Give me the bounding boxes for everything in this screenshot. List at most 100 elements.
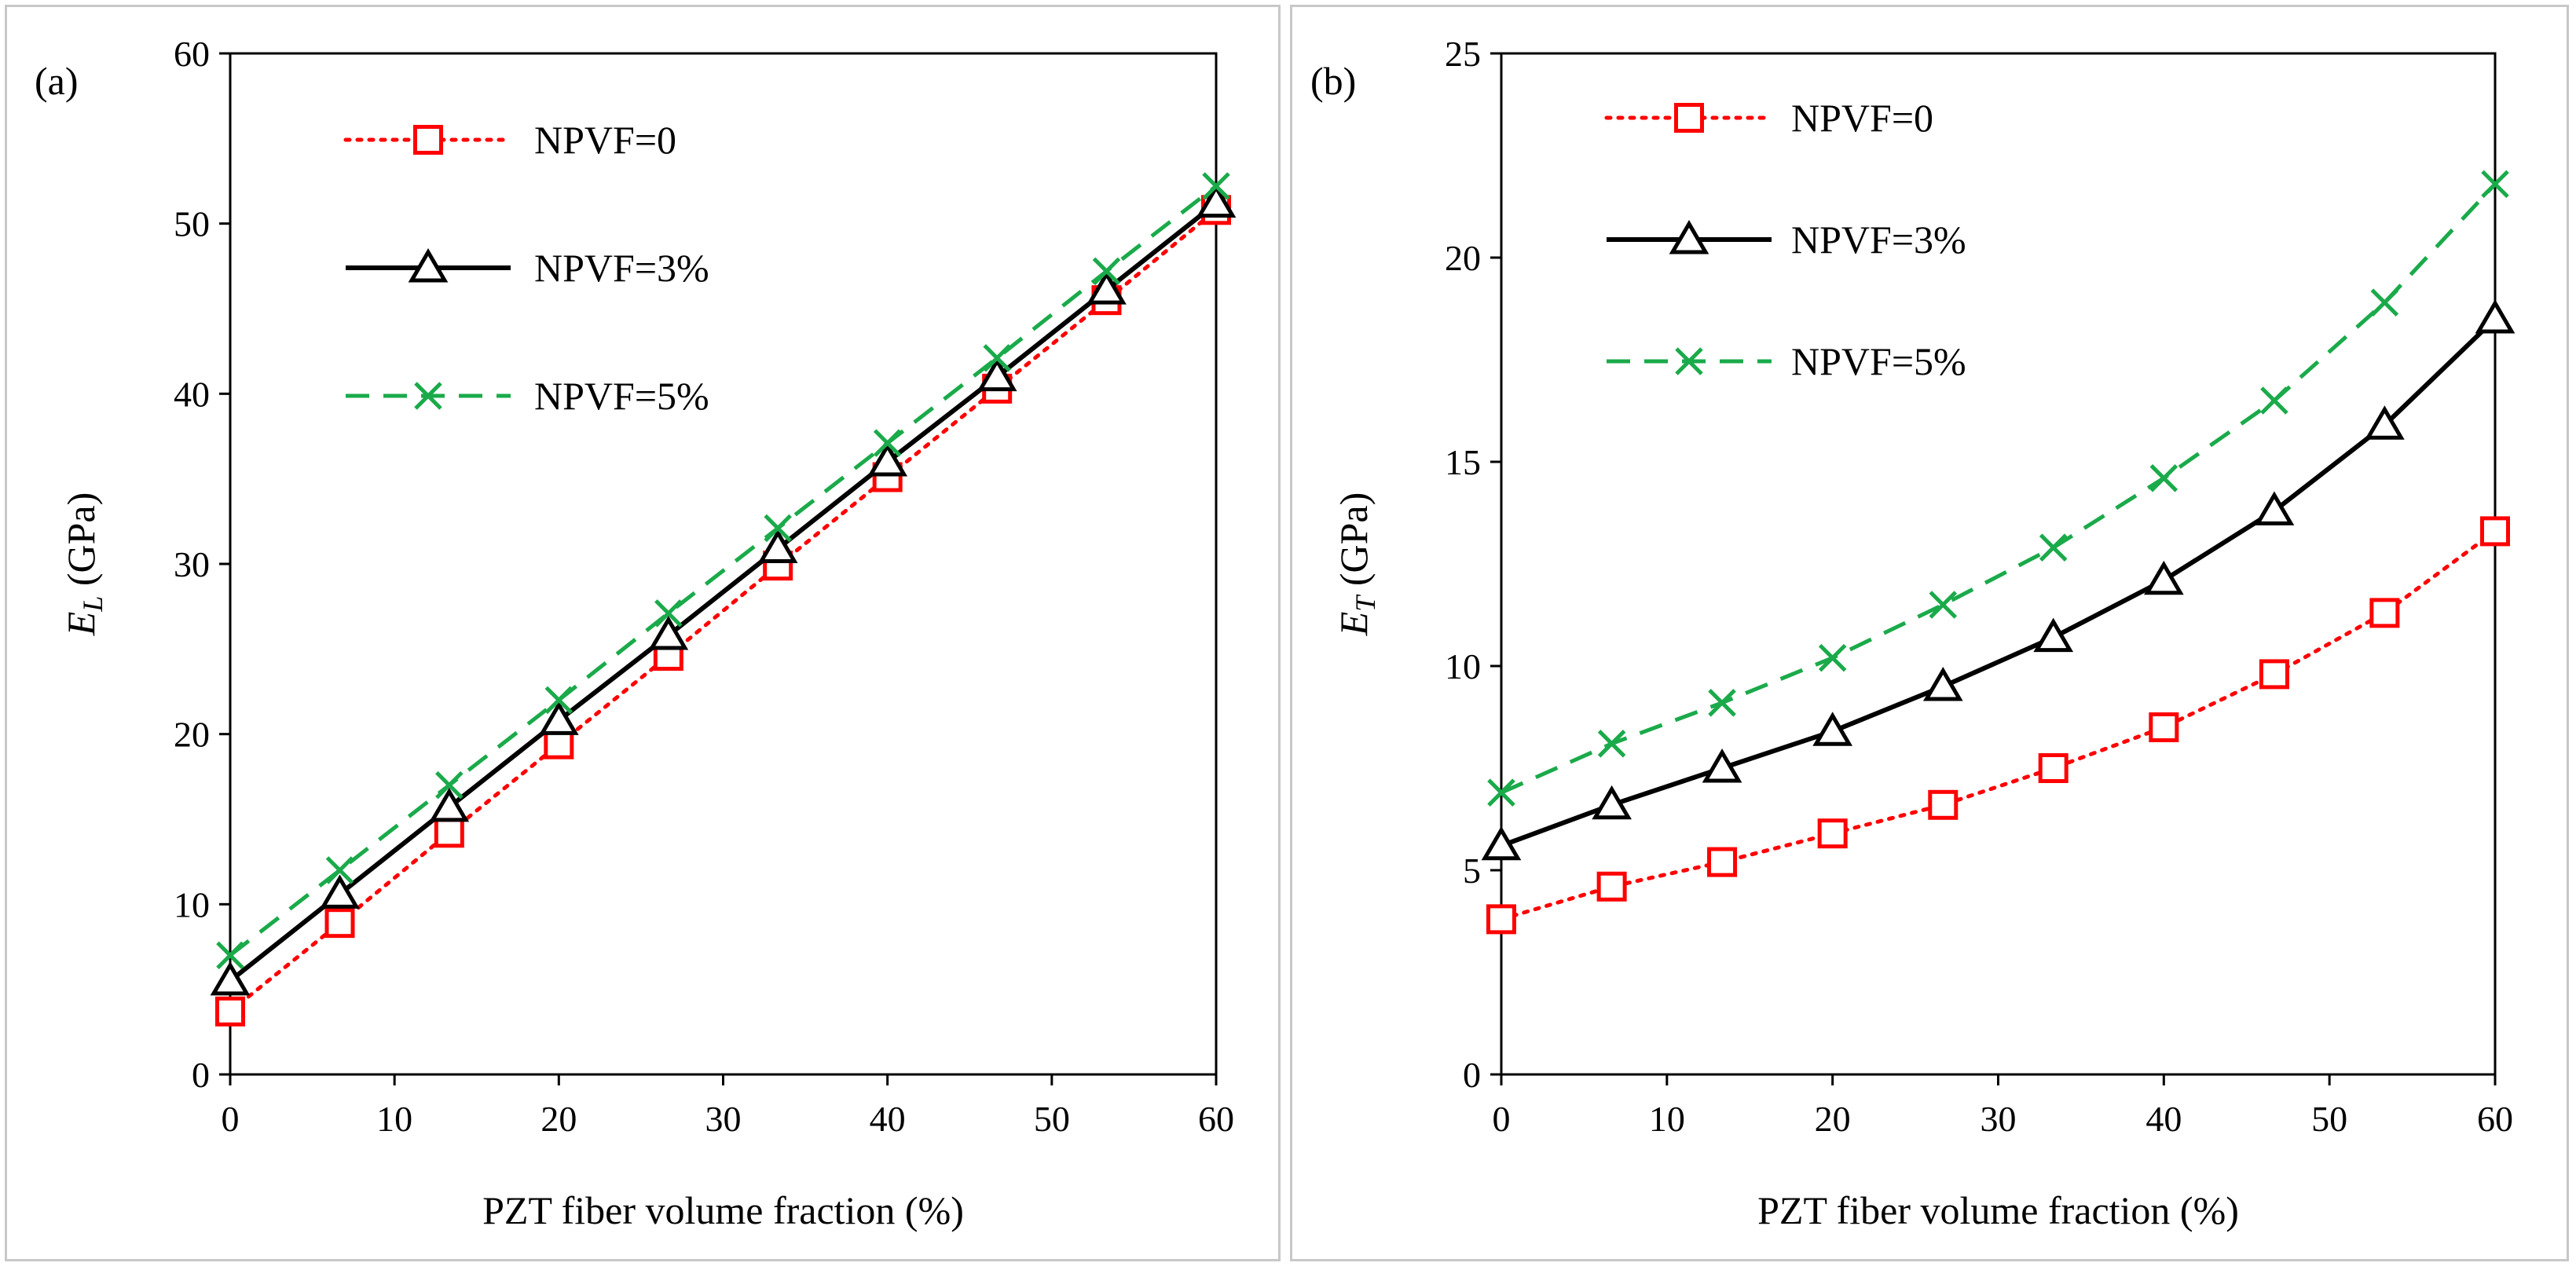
- panel-b-frame: [1290, 5, 2569, 1261]
- panel-b-series-0-point-5: [2038, 753, 2068, 783]
- panel-a-series-1-point-0: [210, 961, 251, 996]
- panel-a-x-tick-label-3: 30: [705, 1099, 742, 1139]
- panel-b-legend-marker-2-stroke-2: [1675, 347, 1703, 375]
- panel-a-x-tick-label-4: 40: [870, 1099, 906, 1139]
- panel-b-legend-label-1: NPVF=3%: [1791, 218, 1966, 262]
- panel-b-series-2-point-6: [2149, 464, 2178, 492]
- panel-b-series-2-point-0: [1487, 778, 1515, 807]
- panel-a-legend-marker-2-stroke-2: [414, 382, 442, 410]
- panel-b-series-1-point-0: [1481, 825, 1522, 861]
- panel-b-legend-marker-0: [1674, 103, 1704, 133]
- panel-a-series-0-line: [228, 207, 1218, 1014]
- panel-b-x-tick-label-1: 10: [1649, 1099, 1685, 1139]
- panel-a: 0 10 20 30 40 50 60 0 10 20 30 40 50 60 PZT fiber volu…: [35, 34, 1237, 1232]
- panel-a-series-2-point-6-stroke-2: [873, 429, 902, 457]
- panel-b-x-tick-label-3: 30: [1981, 1099, 2017, 1139]
- panel-b-series-0-point-4: [1928, 789, 1959, 820]
- panel-a-x-axis-title: PZT fiber volume fraction (%): [482, 1188, 964, 1232]
- panel-b-series-2-point-7-stroke-2: [2260, 386, 2288, 415]
- panel-b-series-1-line: [1500, 317, 2497, 848]
- panel-b-series-1-point-7: [2254, 491, 2295, 525]
- panel-b-x-axis-title: PZT fiber volume fraction (%): [1757, 1188, 2239, 1232]
- panel-b-x-tick-label-0: 0: [1493, 1099, 1511, 1139]
- panel-b-series-0: [1486, 516, 2510, 935]
- panel-b-series-0-line: [1499, 529, 2497, 921]
- panel-a-legend-marker-2: [414, 382, 442, 410]
- panel-a-series-2-line: [229, 185, 1218, 957]
- panel-a-y-tick-label-2: 20: [174, 715, 210, 755]
- panel-a-series-2-point-1: [325, 856, 354, 884]
- panel-b-series-2-point-5-stroke-2: [2039, 533, 2068, 562]
- panel-a-frame: [5, 5, 1281, 1261]
- panel-b-series-1-point-4: [1922, 667, 1963, 701]
- panel-b-legend-label-2: NPVF=5%: [1791, 339, 1966, 383]
- panel-a-x-tick-label-1: 10: [376, 1099, 412, 1139]
- panel-a-y-axis-unit: (GPa): [59, 492, 103, 596]
- panel-b-series-1-point-6: [2143, 560, 2184, 595]
- panel-a-legend-label-0: NPVF=0: [534, 118, 676, 162]
- panel-b-y-axis-subscript: T: [1350, 594, 1381, 612]
- panel-b-series-2-point-0-stroke-2: [1487, 778, 1515, 807]
- panel-a-series-1-point-1: [320, 874, 360, 909]
- panel-b-series-2-point-1-stroke-2: [1597, 730, 1626, 758]
- panel-a-x-tick-label-5: 50: [1034, 1099, 1070, 1139]
- panel-b-series-2-point-6-stroke-2: [2149, 464, 2178, 492]
- panel-b-series-0-point-3: [1817, 818, 1848, 849]
- panel-b-series-2-point-2-stroke-2: [1708, 689, 1736, 717]
- panel-a-series-0-point-0: [215, 996, 245, 1027]
- panel-b-series-0-point-6: [2149, 712, 2179, 742]
- panel-a-series-2-point-2-stroke-2: [435, 770, 464, 800]
- panel-b-series-2-point-4-stroke-2: [1929, 591, 1958, 619]
- panel-a-series-1: [210, 183, 1237, 996]
- panel-b-series-2-point-8-stroke-2: [2370, 288, 2399, 317]
- panel-a-y-tick-label-5: 50: [174, 204, 210, 244]
- panel-a-legend-label-2: NPVF=5%: [534, 374, 709, 418]
- panel-b-y-axis-title: ET (GPa): [1332, 492, 1381, 637]
- panel-a-series-2-point-1-stroke-2: [325, 856, 354, 884]
- panel-b-legend-marker-1: [1669, 220, 1709, 254]
- panel-b-y-tick-label-2: 10: [1445, 646, 1481, 686]
- panel-a-series-0-point-1: [324, 908, 355, 939]
- panel-a-legend-entry-1: NPVF=3%: [346, 246, 709, 290]
- panel-a-series-0-point-3: [544, 729, 574, 759]
- panel-a-series-1-point-3: [538, 701, 579, 735]
- panel-b-x-tick-label-6: 60: [2477, 1099, 2513, 1139]
- panel-b-series-2-point-5: [2039, 533, 2068, 562]
- panel-b-legend-marker-2: [1675, 347, 1703, 375]
- panel-a-series-1-line: [229, 201, 1218, 983]
- panel-a-y-tick-label-1: 10: [174, 884, 210, 924]
- panel-b-y-tick-label-4: 20: [1445, 238, 1481, 278]
- panel-b-series-2-point-8: [2370, 288, 2399, 317]
- panel-a-plot-area: [229, 52, 1218, 1076]
- panel-a-series-2-point-2: [435, 770, 464, 800]
- panel-b-x-tick-label-2: 20: [1815, 1099, 1851, 1139]
- panel-a-series-1-point-8: [1086, 270, 1127, 305]
- panel-b-series-1-point-9: [2475, 299, 2516, 334]
- panel-a-series-2-point-3: [544, 686, 573, 715]
- panel-a-series-1-point-9: [1196, 183, 1237, 218]
- panel-a-series-1-point-4: [648, 616, 689, 650]
- panel-b-y-tick-label-1: 5: [1463, 851, 1481, 891]
- panel-a-series-2-point-7-stroke-2: [983, 344, 1011, 372]
- panel-a-y-tick-label-4: 40: [174, 374, 210, 414]
- panel-b-series-0-point-7: [2259, 659, 2289, 690]
- panel-a-series-2: [216, 172, 1230, 970]
- panel-b-series-2-point-2: [1708, 689, 1736, 717]
- panel-b-label: (b): [1310, 59, 1356, 103]
- panel-b-series-1-point-3: [1812, 712, 1853, 746]
- panel-a-legend-marker-0: [413, 125, 443, 155]
- panel-a-series-2-point-9-stroke-2: [1202, 172, 1230, 200]
- panel-b-x-tick-label-4: 40: [2145, 1099, 2182, 1139]
- panel-b-legend-label-0: NPVF=0: [1791, 96, 1933, 140]
- panel-b-series-1-point-2: [1702, 748, 1742, 783]
- panel-a-x-tick-label-2: 20: [540, 1099, 577, 1139]
- panel-b-series-2-point-9: [2481, 170, 2509, 199]
- panel-b-y-tick-label-3: 15: [1445, 442, 1481, 482]
- panel-a-legend-entry-2: NPVF=5%: [346, 374, 709, 418]
- panel-a-series-2-point-8: [1092, 257, 1121, 286]
- panel-a-series-1-point-2: [429, 787, 470, 822]
- panel-b-series-0-point-1: [1596, 871, 1627, 902]
- panel-a-label: (a): [35, 59, 79, 103]
- panel-b-series-0-point-0: [1486, 904, 1516, 935]
